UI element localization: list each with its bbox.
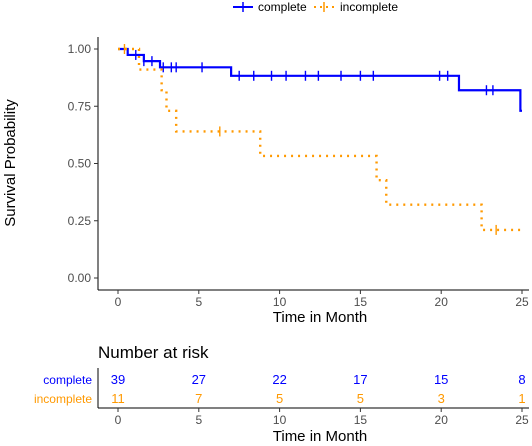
risk-cell-complete: 39 [111,372,125,387]
risk-cell-incomplete: 11 [111,391,125,406]
series-line-incomplete [118,47,522,232]
risk-x-ticks: 0 5 10 15 20 25 [115,408,529,427]
risk-table-title: Number at risk [98,343,209,362]
y-tick-label: 0.00 [68,271,92,285]
legend: complete incomplete [233,0,398,14]
legend-label-complete: complete [258,0,307,14]
risk-x-axis-title: Time in Month [273,428,367,445]
risk-group-complete: complete [43,373,92,387]
x-tick-label: 20 [435,295,449,309]
risk-cells: 39 27 22 17 15 8 11 7 5 5 3 1 [111,372,526,406]
risk-cell-complete: 27 [192,372,206,387]
risk-table: Number at risk complete incomplete 39 27 2… [34,343,529,445]
risk-cell-complete: 15 [434,372,448,387]
main-plot: 0 5 10 15 20 25 0.00 0.25 0.50 0.75 1.00 Time in … [2,37,529,326]
x-tick-label: 5 [195,295,202,309]
risk-cell-incomplete: 5 [357,391,364,406]
main-y-ticks: 0.00 0.25 0.50 0.75 1.00 [68,42,98,285]
risk-x-tick-label: 0 [115,413,122,427]
series-line-complete [118,47,522,112]
x-axis-title: Time in Month [273,309,367,326]
y-tick-label: 0.25 [68,214,92,228]
x-tick-label: 10 [273,295,287,309]
risk-x-tick-label: 15 [354,413,368,427]
y-tick-label: 1.00 [68,42,92,56]
legend-item-complete: complete [233,0,307,14]
legend-label-incomplete: incomplete [340,0,398,14]
risk-cell-incomplete: 5 [276,391,283,406]
risk-cell-complete: 17 [353,372,367,387]
x-tick-label: 15 [354,295,368,309]
y-axis-title: Survival Probability [2,99,19,227]
risk-cell-incomplete: 3 [438,391,445,406]
legend-item-incomplete: incomplete [314,0,398,14]
risk-cell-incomplete: 1 [518,391,525,406]
y-tick-label: 0.50 [68,157,92,171]
risk-cell-complete: 22 [272,372,286,387]
risk-x-tick-label: 20 [435,413,449,427]
risk-x-tick-label: 25 [515,413,529,427]
risk-x-tick-label: 10 [273,413,287,427]
risk-cell-incomplete: 7 [195,391,202,406]
risk-x-tick-label: 5 [195,413,202,427]
survival-curves [118,44,522,235]
x-tick-label: 25 [515,295,529,309]
risk-group-incomplete: incomplete [34,392,92,406]
main-x-ticks: 0 5 10 15 20 25 [115,290,529,309]
x-tick-label: 0 [115,295,122,309]
risk-cell-complete: 8 [518,372,525,387]
y-tick-label: 0.75 [68,99,92,113]
